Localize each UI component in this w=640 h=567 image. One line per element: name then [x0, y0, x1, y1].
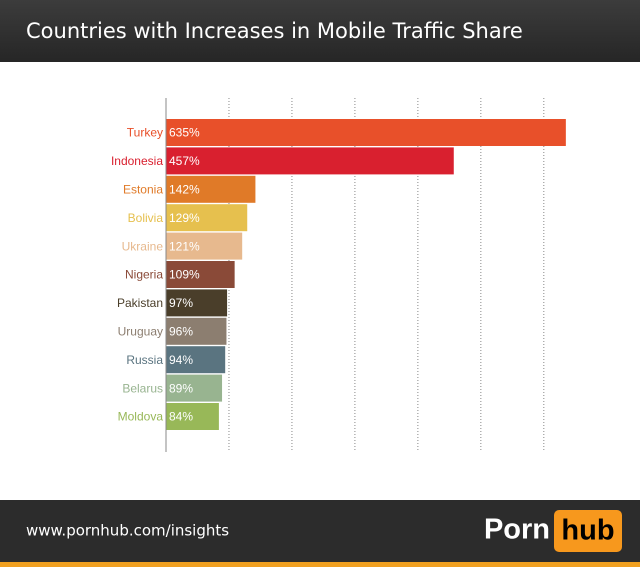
bar	[166, 175, 256, 203]
value-label: 109%	[169, 268, 200, 282]
y-tick-label: Nigeria	[125, 268, 163, 282]
bar	[166, 289, 228, 317]
bar	[166, 147, 454, 175]
header	[0, 0, 640, 62]
bar	[166, 403, 219, 430]
value-label: 89%	[169, 381, 193, 395]
value-label: 97%	[169, 296, 193, 310]
bar	[166, 317, 227, 345]
value-label: 96%	[169, 324, 193, 338]
value-label: 457%	[169, 154, 200, 168]
bar	[166, 119, 566, 146]
y-tick-label: Pakistan	[117, 296, 163, 310]
bar	[166, 374, 223, 402]
value-label: 635%	[169, 126, 200, 140]
bar	[166, 346, 226, 374]
source: www.pornhub.com/insights	[26, 522, 229, 540]
footer-strip	[0, 562, 640, 567]
bar	[166, 232, 243, 260]
bar	[166, 261, 235, 288]
chart-title: Countries with Increases in Mobile Traff…	[26, 19, 523, 43]
logo-box	[554, 510, 622, 552]
y-tick-label: Bolivia	[128, 211, 164, 225]
y-tick-label: Ukraine	[122, 239, 164, 253]
logo-right: hub	[561, 515, 614, 547]
value-label: 121%	[169, 239, 200, 253]
value-label: 129%	[169, 211, 200, 225]
bar	[166, 204, 248, 232]
y-tick-label: Turkey	[127, 126, 163, 140]
y-tick-label: Moldova	[118, 410, 164, 424]
value-label: 84%	[169, 410, 193, 424]
value-label: 94%	[169, 353, 193, 367]
value-label: 142%	[169, 182, 200, 196]
y-tick-label: Russia	[126, 353, 163, 367]
y-tick-label: Uruguay	[118, 324, 163, 338]
y-tick-label: Indonesia	[111, 154, 163, 168]
y-tick-label: Belarus	[122, 381, 163, 395]
y-tick-label: Estonia	[123, 182, 163, 196]
footer	[0, 500, 640, 562]
logo-left: Porn	[484, 514, 550, 546]
